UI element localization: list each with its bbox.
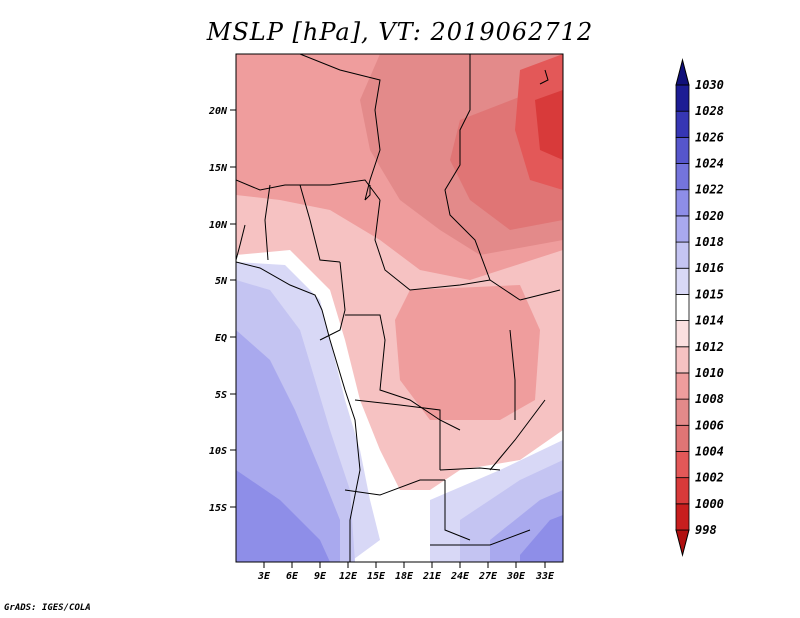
lon-label: 33E — [535, 571, 555, 582]
colorbar-segment — [675, 189, 690, 217]
lat-label: 5N — [215, 276, 228, 287]
colorbar-segment — [675, 424, 690, 452]
lat-label: 10S — [209, 446, 227, 457]
lon-label: 12E — [339, 571, 358, 582]
lon-label: 30E — [506, 571, 526, 582]
colorbar-segment — [675, 241, 690, 269]
colorbar-label: 1026 — [695, 130, 724, 144]
colorbar-segment — [675, 346, 690, 374]
lon-label: 18E — [395, 571, 414, 582]
colorbar-max-arrow — [675, 58, 690, 86]
colorbar-segment — [675, 136, 690, 164]
lat-label: 20N — [208, 106, 228, 117]
lat-label: EQ — [215, 333, 227, 344]
lon-label: 27E — [478, 571, 498, 582]
colorbar: 998 1000 1002 1004 1006 1008 1010 1012 1014 1015 1… — [675, 58, 724, 557]
colorbar-segment — [675, 320, 690, 348]
colorbar-label: 1002 — [695, 471, 724, 485]
colorbar-segment — [675, 503, 690, 531]
colorbar-label: 1012 — [695, 340, 724, 354]
colorbar-segment — [675, 267, 690, 295]
colorbar-segment — [675, 294, 690, 321]
lon-label: 24E — [450, 571, 470, 582]
colorbar-segment — [675, 110, 690, 138]
colorbar-label: 1018 — [695, 235, 724, 249]
lon-label: 21E — [422, 571, 442, 582]
colorbar-segment — [675, 215, 690, 243]
colorbar-segment — [675, 398, 690, 426]
lon-label: 3E — [257, 571, 271, 582]
lat-label: 5S — [215, 390, 227, 401]
colorbar-label: 1014 — [695, 314, 724, 328]
lon-label: 6E — [286, 571, 299, 582]
map-frame — [235, 53, 564, 563]
colorbar-segment — [675, 451, 690, 479]
map-title: MSLP [hPa], VT: 2019062712 — [206, 18, 594, 46]
footer-credit: GrADS: IGES/COLA — [4, 603, 91, 613]
lon-label: 15E — [367, 571, 386, 582]
lat-axis: 20N 15N 10N 5N EQ 5S 10S 15S — [208, 106, 236, 514]
colorbar-segment — [675, 84, 690, 112]
lat-label: 10N — [209, 220, 228, 231]
colorbar-label: 1000 — [695, 497, 724, 511]
pressure-field — [236, 54, 563, 562]
colorbar-label: 1004 — [695, 444, 724, 458]
colorbar-label: 1024 — [695, 157, 724, 171]
colorbar-label: 1020 — [695, 209, 724, 223]
colorbar-label: 1006 — [695, 418, 724, 432]
colorbar-min-arrow — [675, 529, 690, 557]
colorbar-label: 1028 — [695, 104, 724, 118]
lat-label: 15N — [209, 163, 228, 174]
colorbar-label: 1016 — [695, 261, 724, 275]
lon-axis: 3E 6E 9E 12E 15E 18E 21E 24E 27E 30E 33E — [257, 562, 555, 582]
lon-label: 9E — [314, 571, 327, 582]
colorbar-label: 1008 — [695, 392, 724, 406]
colorbar-segment — [675, 372, 690, 400]
colorbar-label: 1015 — [695, 287, 724, 301]
colorbar-segment — [675, 163, 690, 191]
lat-label: 15S — [209, 503, 227, 514]
colorbar-segment — [675, 477, 690, 505]
colorbar-label: 998 — [695, 523, 717, 537]
colorbar-label: 1010 — [695, 366, 724, 380]
colorbar-label: 1022 — [695, 183, 724, 197]
colorbar-label: 1030 — [695, 78, 724, 92]
